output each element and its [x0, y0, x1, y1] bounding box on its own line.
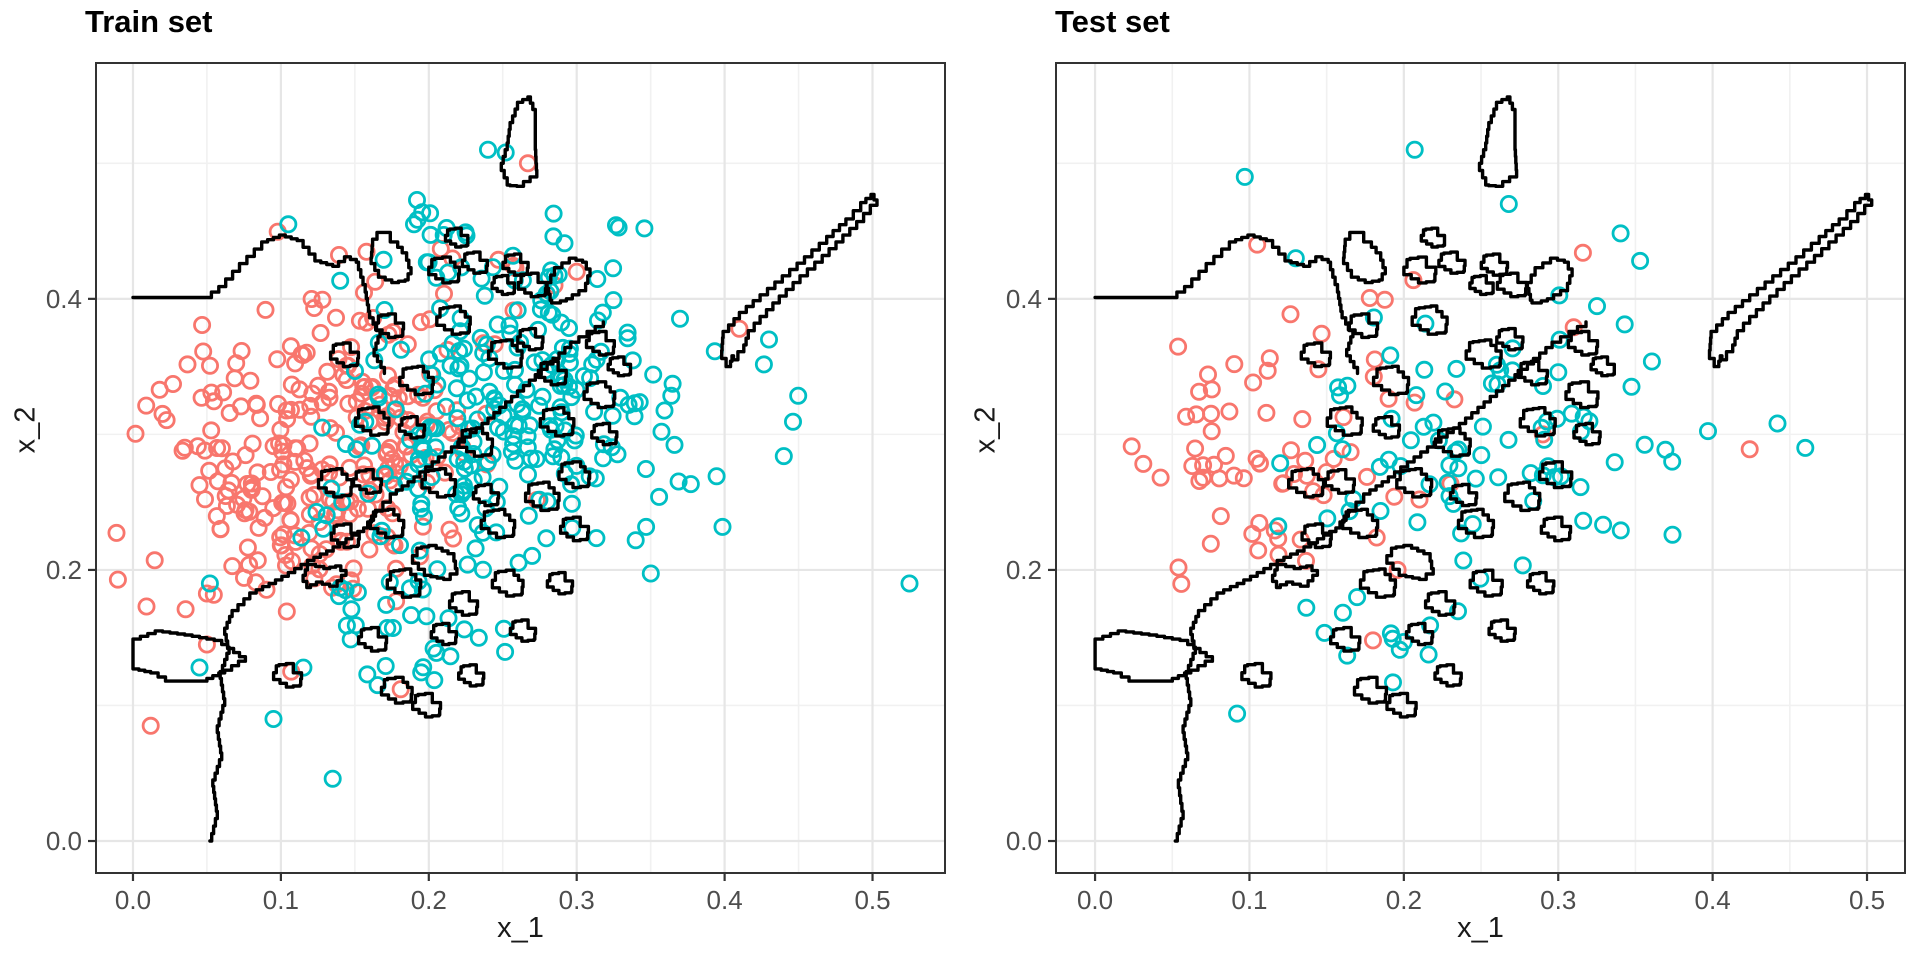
svg-text:0.2: 0.2	[411, 885, 447, 915]
test-panel: Test set 0.0 0.1 0.2 0.3 0.4 0.5 0.0 0.2 0.4 x_1…	[960, 0, 1920, 960]
test-x-axis-label: x_1	[1457, 912, 1504, 944]
train-title: Train set	[85, 4, 213, 39]
svg-text:0.0: 0.0	[1077, 885, 1113, 915]
train-plot: 0.0 0.1 0.2 0.3 0.4 0.5 0.0 0.2 0.4	[46, 62, 946, 915]
test-title: Test set	[1055, 4, 1170, 39]
svg-text:0.2: 0.2	[1386, 885, 1422, 915]
svg-text:0.4: 0.4	[1006, 284, 1042, 314]
svg-text:0.5: 0.5	[854, 885, 890, 915]
svg-text:0.4: 0.4	[1695, 885, 1731, 915]
svg-text:0.1: 0.1	[263, 885, 299, 915]
train-y-axis-label: x_2	[9, 406, 42, 454]
svg-text:0.0: 0.0	[1006, 826, 1042, 856]
svg-text:0.0: 0.0	[46, 826, 82, 856]
test-y-axis-label: x_2	[969, 406, 1002, 454]
svg-text:0.4: 0.4	[707, 885, 743, 915]
svg-text:0.2: 0.2	[1006, 555, 1042, 585]
svg-text:0.3: 0.3	[1540, 885, 1576, 915]
svg-text:0.5: 0.5	[1849, 885, 1885, 915]
train-x-axis-label: x_1	[497, 912, 544, 944]
decision-boundary	[131, 95, 879, 843]
points-red	[107, 154, 749, 735]
decision-boundary	[1093, 95, 1874, 843]
points-teal	[1228, 140, 1815, 723]
svg-text:0.3: 0.3	[559, 885, 595, 915]
svg-text:0.2: 0.2	[46, 555, 82, 585]
svg-text:0.4: 0.4	[46, 284, 82, 314]
svg-text:0.1: 0.1	[1231, 885, 1267, 915]
svg-text:0.0: 0.0	[115, 885, 151, 915]
train-panel: Train set 0.0 0.1 0.2 0.3 0.4 0.5 0.0 0.2 0.4 x_…	[9, 4, 946, 944]
test-plot: 0.0 0.1 0.2 0.3 0.4 0.5 0.0 0.2 0.4	[1006, 62, 1906, 915]
